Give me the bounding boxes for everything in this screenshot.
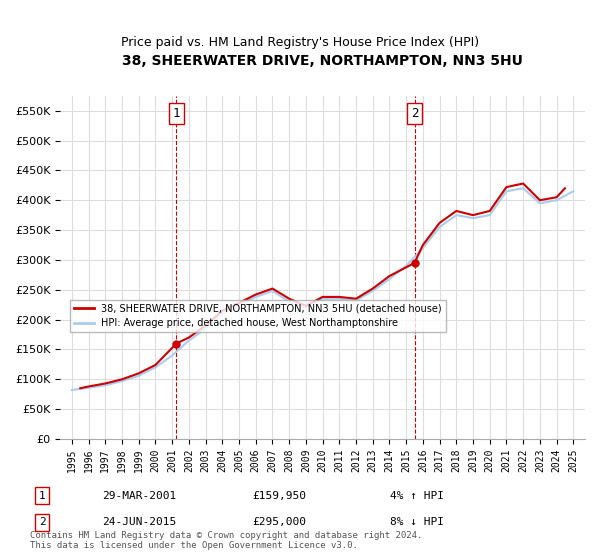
Text: 1: 1 <box>173 107 180 120</box>
Text: £295,000: £295,000 <box>252 517 306 528</box>
Text: 2: 2 <box>38 517 46 528</box>
Text: 8% ↓ HPI: 8% ↓ HPI <box>390 517 444 528</box>
Text: Price paid vs. HM Land Registry's House Price Index (HPI): Price paid vs. HM Land Registry's House … <box>121 36 479 49</box>
Text: 1: 1 <box>38 491 46 501</box>
Text: Contains HM Land Registry data © Crown copyright and database right 2024.
This d: Contains HM Land Registry data © Crown c… <box>30 530 422 550</box>
Title: 38, SHEERWATER DRIVE, NORTHAMPTON, NN3 5HU: 38, SHEERWATER DRIVE, NORTHAMPTON, NN3 5… <box>122 54 523 68</box>
Text: 24-JUN-2015: 24-JUN-2015 <box>102 517 176 528</box>
Text: 2: 2 <box>411 107 418 120</box>
Text: 4% ↑ HPI: 4% ↑ HPI <box>390 491 444 501</box>
Text: £159,950: £159,950 <box>252 491 306 501</box>
Text: 29-MAR-2001: 29-MAR-2001 <box>102 491 176 501</box>
Legend: 38, SHEERWATER DRIVE, NORTHAMPTON, NN3 5HU (detached house), HPI: Average price,: 38, SHEERWATER DRIVE, NORTHAMPTON, NN3 5… <box>70 300 446 332</box>
